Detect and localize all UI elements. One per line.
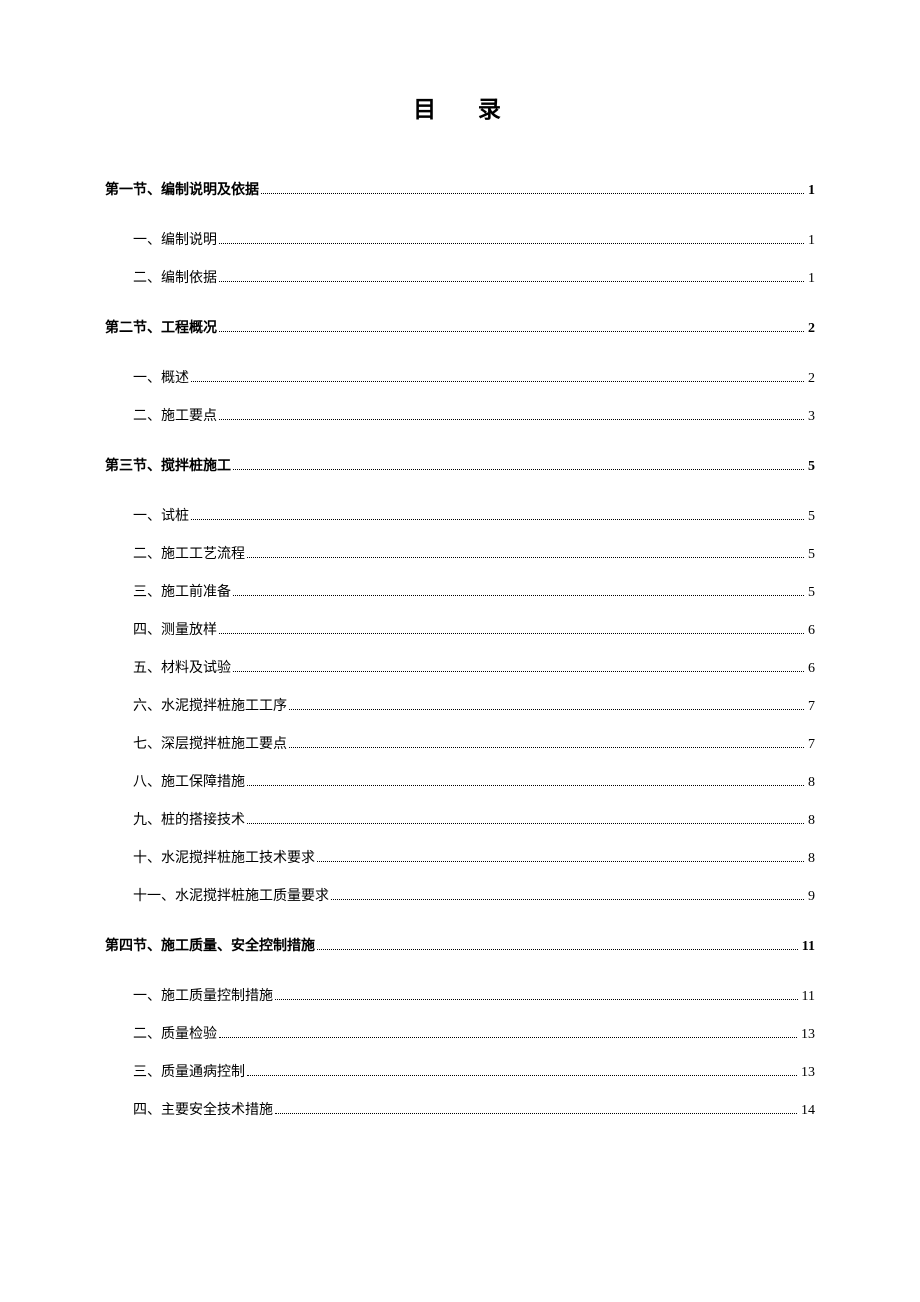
- toc-sub-page: 1: [808, 233, 815, 249]
- toc-section-page: 1: [808, 183, 815, 199]
- toc-sub-item: 三、质量通病控制 13: [133, 1061, 815, 1081]
- toc-sub-label: 十一、水泥搅拌桩施工质量要求: [133, 885, 329, 905]
- toc-leader-dots: [191, 519, 804, 520]
- toc-sub-item: 二、施工工艺流程 5: [133, 543, 815, 563]
- toc-sub-label: 四、主要安全技术措施: [133, 1099, 273, 1119]
- toc-sub-label: 八、施工保障措施: [133, 771, 245, 791]
- toc-section: 第一节、编制说明及依据 1: [105, 179, 815, 199]
- toc-sub-page: 9: [808, 889, 815, 905]
- toc-sub-page: 11: [802, 989, 815, 1005]
- toc-section-label: 第三节、搅拌桩施工: [105, 455, 231, 475]
- toc-sub-label: 七、深层搅拌桩施工要点: [133, 733, 287, 753]
- toc-section-page: 11: [802, 939, 815, 955]
- toc-leader-dots: [247, 557, 804, 558]
- toc-leader-dots: [219, 633, 804, 634]
- toc-leader-dots: [275, 999, 798, 1000]
- toc-leader-dots: [275, 1113, 797, 1114]
- toc-sub-page: 5: [808, 509, 815, 525]
- toc-leader-dots: [219, 281, 804, 282]
- toc-section-label: 第一节、编制说明及依据: [105, 179, 259, 199]
- toc-leader-dots: [261, 193, 804, 194]
- toc-leader-dots: [219, 419, 804, 420]
- table-of-contents: 第一节、编制说明及依据 1 一、编制说明 1 二、编制依据 1 第二节、工程概况 2 一、概述 2…: [105, 179, 815, 1119]
- toc-leader-dots: [331, 899, 804, 900]
- toc-sub-page: 5: [808, 585, 815, 601]
- toc-leader-dots: [219, 331, 804, 332]
- toc-sub-item: 二、施工要点 3: [133, 405, 815, 425]
- toc-sub-item: 一、试桩 5: [133, 505, 815, 525]
- toc-sub-item: 九、桩的搭接技术 8: [133, 809, 815, 829]
- toc-sub-page: 8: [808, 813, 815, 829]
- toc-sub-label: 一、概述: [133, 367, 189, 387]
- toc-sub-label: 十、水泥搅拌桩施工技术要求: [133, 847, 315, 867]
- toc-leader-dots: [247, 823, 804, 824]
- toc-sub-label: 一、编制说明: [133, 229, 217, 249]
- toc-leader-dots: [233, 469, 804, 470]
- toc-leader-dots: [289, 747, 804, 748]
- toc-sub-page: 13: [801, 1065, 815, 1081]
- toc-sub-item: 一、编制说明 1: [133, 229, 815, 249]
- toc-sub-label: 二、质量检验: [133, 1023, 217, 1043]
- toc-leader-dots: [219, 1037, 797, 1038]
- toc-leader-dots: [317, 949, 798, 950]
- toc-section: 第二节、工程概况 2: [105, 317, 815, 337]
- toc-sub-label: 一、施工质量控制措施: [133, 985, 273, 1005]
- toc-sub-page: 7: [808, 737, 815, 753]
- page-title: 目 录: [105, 90, 815, 124]
- toc-sub-item: 四、主要安全技术措施 14: [133, 1099, 815, 1119]
- toc-sub-label: 一、试桩: [133, 505, 189, 525]
- toc-section-label: 第二节、工程概况: [105, 317, 217, 337]
- toc-section-label: 第四节、施工质量、安全控制措施: [105, 935, 315, 955]
- toc-sub-page: 6: [808, 661, 815, 677]
- toc-sub-label: 二、施工工艺流程: [133, 543, 245, 563]
- toc-sub-label: 三、施工前准备: [133, 581, 231, 601]
- toc-leader-dots: [317, 861, 804, 862]
- toc-leader-dots: [247, 785, 804, 786]
- toc-section-page: 2: [808, 321, 815, 337]
- toc-section: 第四节、施工质量、安全控制措施 11: [105, 935, 815, 955]
- toc-sub-item: 七、深层搅拌桩施工要点 7: [133, 733, 815, 753]
- toc-sub-page: 2: [808, 371, 815, 387]
- toc-sub-item: 二、质量检验 13: [133, 1023, 815, 1043]
- toc-sub-item: 五、材料及试验 6: [133, 657, 815, 677]
- toc-sub-page: 14: [801, 1103, 815, 1119]
- toc-leader-dots: [289, 709, 804, 710]
- toc-sub-label: 五、材料及试验: [133, 657, 231, 677]
- toc-sub-item: 一、施工质量控制措施 11: [133, 985, 815, 1005]
- toc-sub-item: 十、水泥搅拌桩施工技术要求 8: [133, 847, 815, 867]
- toc-sub-page: 5: [808, 547, 815, 563]
- toc-sub-item: 六、水泥搅拌桩施工工序 7: [133, 695, 815, 715]
- toc-leader-dots: [247, 1075, 797, 1076]
- toc-sub-item: 八、施工保障措施 8: [133, 771, 815, 791]
- toc-leader-dots: [233, 595, 804, 596]
- toc-sub-page: 8: [808, 775, 815, 791]
- toc-leader-dots: [191, 381, 804, 382]
- toc-section-page: 5: [808, 459, 815, 475]
- toc-sub-label: 四、测量放样: [133, 619, 217, 639]
- toc-sub-page: 13: [801, 1027, 815, 1043]
- toc-sub-page: 6: [808, 623, 815, 639]
- toc-sub-item: 十一、水泥搅拌桩施工质量要求 9: [133, 885, 815, 905]
- toc-sub-page: 3: [808, 409, 815, 425]
- toc-sub-item: 二、编制依据 1: [133, 267, 815, 287]
- toc-sub-page: 7: [808, 699, 815, 715]
- toc-sub-page: 1: [808, 271, 815, 287]
- toc-sub-label: 三、质量通病控制: [133, 1061, 245, 1081]
- toc-sub-item: 三、施工前准备 5: [133, 581, 815, 601]
- toc-sub-label: 二、编制依据: [133, 267, 217, 287]
- toc-sub-page: 8: [808, 851, 815, 867]
- toc-leader-dots: [233, 671, 804, 672]
- toc-sub-label: 六、水泥搅拌桩施工工序: [133, 695, 287, 715]
- toc-sub-item: 四、测量放样 6: [133, 619, 815, 639]
- toc-sub-label: 九、桩的搭接技术: [133, 809, 245, 829]
- toc-leader-dots: [219, 243, 804, 244]
- toc-section: 第三节、搅拌桩施工 5: [105, 455, 815, 475]
- toc-sub-label: 二、施工要点: [133, 405, 217, 425]
- toc-sub-item: 一、概述 2: [133, 367, 815, 387]
